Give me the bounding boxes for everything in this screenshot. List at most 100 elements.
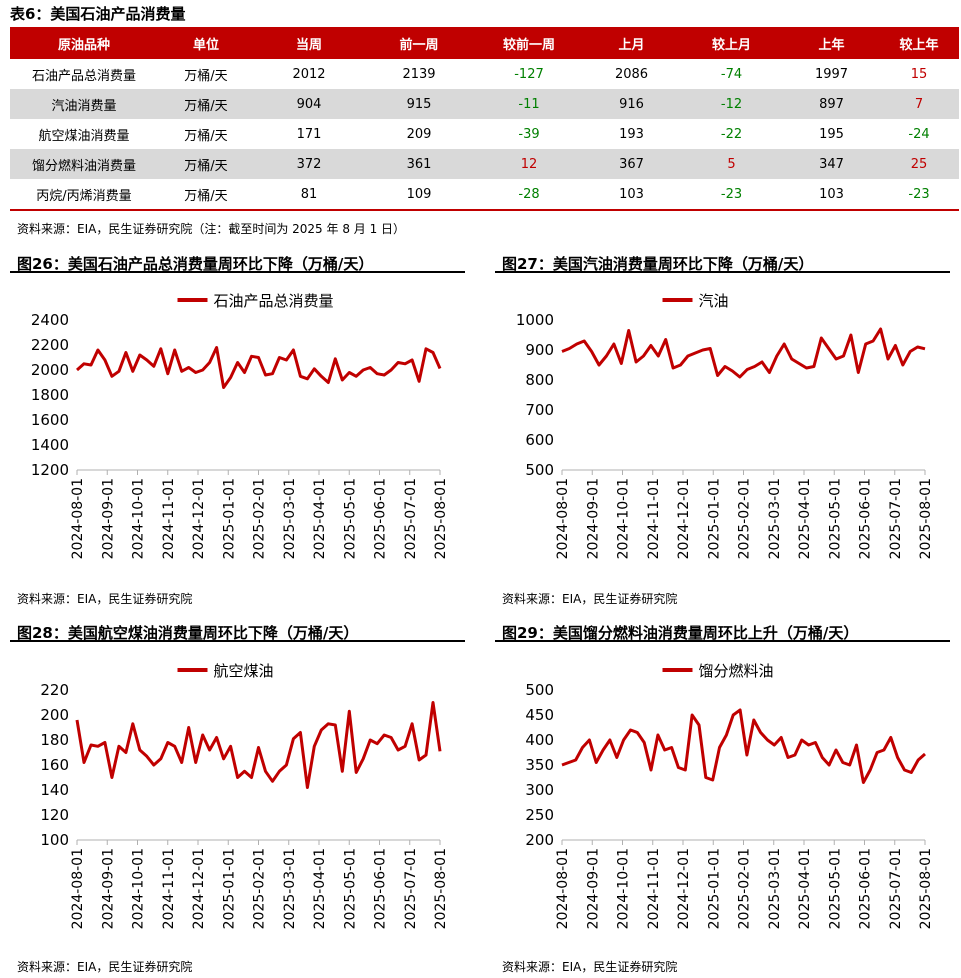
chart-jet-fuel-consumption: 航空煤油 100 120 140 160 180 200 220 2024-08-01 2024-… xyxy=(40,662,449,929)
table-source: 资料来源：EIA，民生证券研究院（注：截至时间为 2025 年 8 月 1 日） xyxy=(17,222,406,236)
x-tick-label: 2025-06-01 xyxy=(858,848,874,929)
chart-title-jet-fuel: 图28：美国航空煤油消费量周环比下降（万桶/天） xyxy=(17,624,359,642)
table-cell: 193 xyxy=(619,126,644,142)
x-tick-label: 2025-04-01 xyxy=(797,848,813,929)
x-tick-label: 2025-08-01 xyxy=(918,848,934,929)
table-cell: 2086 xyxy=(614,66,649,82)
x-tick-label: 2025-08-01 xyxy=(918,478,934,559)
table-cell: 171 xyxy=(296,126,322,142)
x-tick-label: 2024-10-01 xyxy=(616,478,632,559)
legend-label: 航空煤油 xyxy=(214,662,274,680)
table-cell: -12 xyxy=(679,89,784,119)
table-row: 丙烷/丙烯消费量 万桶/天 81 109 -28 103 -23 103 -23 xyxy=(10,179,959,211)
table-header-cell: 当周 xyxy=(254,27,364,59)
x-tick-label: 2025-03-01 xyxy=(767,478,783,559)
x-tick-label: 2025-01-01 xyxy=(221,848,237,929)
y-tick-label: 500 xyxy=(525,461,554,479)
x-tick-label: 2024-08-01 xyxy=(70,848,86,929)
table-cell: 万桶/天 xyxy=(184,128,228,144)
y-tick-label: 1800 xyxy=(31,386,69,404)
table-cell: -28 xyxy=(474,179,584,211)
x-tick-label: 2025-05-01 xyxy=(342,478,358,559)
x-tick-label: 2024-08-01 xyxy=(70,478,86,559)
table-cell: 7 xyxy=(879,89,959,119)
y-tick-label: 200 xyxy=(525,831,554,849)
table-cell: 12 xyxy=(474,149,584,179)
y-tick-label: 2400 xyxy=(31,311,69,329)
y-tick-label: 2200 xyxy=(31,336,69,354)
table-cell: 915 xyxy=(364,89,474,119)
chart-title-gasoline: 图27：美国汽油消费量周环比下降（万桶/天） xyxy=(502,255,814,273)
x-tick-label: 2024-09-01 xyxy=(585,848,601,929)
x-tick-label: 2024-08-01 xyxy=(555,478,571,559)
y-tick-label: 160 xyxy=(40,756,69,774)
table-row: 汽油消费量 万桶/天 904 915 -11 916 -12 897 7 xyxy=(10,89,959,119)
x-tick-label: 2024-10-01 xyxy=(131,478,147,559)
y-tick-label: 100 xyxy=(40,831,69,849)
x-tick-label: 2025-06-01 xyxy=(373,478,389,559)
table-cell: 15 xyxy=(910,66,928,82)
chart-gasoline-consumption: 汽油 500 600 700 800 900 1000 2024-08-01 2024-09-0… xyxy=(516,292,934,559)
table-cell: 航空煤油消费量 xyxy=(38,128,130,144)
chart-title-rule xyxy=(495,640,950,642)
y-tick-label: 300 xyxy=(525,781,554,799)
table-cell: 367 xyxy=(584,149,679,179)
y-tick-label: 700 xyxy=(525,401,554,419)
y-tick-label: 120 xyxy=(40,806,69,824)
chart-source-distillate: 资料来源：EIA，民生证券研究院 xyxy=(502,960,678,974)
consumption-table: 原油品种 单位 当周 前一周 较前一周 上月 较上月 上年 较上年 石油产品总消费量 万桶/天 20… xyxy=(10,27,959,211)
table-cell: 1997 xyxy=(814,66,849,82)
table-header-cell: 前一周 xyxy=(364,27,474,59)
x-tick-label: 2025-04-01 xyxy=(312,478,328,559)
chart-title-rule xyxy=(10,271,465,273)
table-header-row: 原油品种 单位 当周 前一周 较前一周 上月 较上月 上年 较上年 xyxy=(10,27,959,59)
x-tick-label: 2025-04-01 xyxy=(797,478,813,559)
table-row: 航空煤油消费量 万桶/天 171 209 -39 193 -22 195 -24 xyxy=(10,119,959,149)
chart-title-distillate: 图29：美国馏分燃料油消费量周环比上升（万桶/天） xyxy=(502,624,859,642)
table-cell: 5 xyxy=(679,149,784,179)
x-tick-label: 2025-07-01 xyxy=(403,848,419,929)
table-cell: 103 xyxy=(784,179,879,211)
x-tick-label: 2024-09-01 xyxy=(100,478,116,559)
y-tick-label: 1200 xyxy=(31,461,69,479)
x-tick-label: 2024-11-01 xyxy=(646,848,662,929)
x-tick-label: 2025-02-01 xyxy=(737,848,753,929)
x-tick-label: 2025-01-01 xyxy=(706,478,722,559)
x-tick-label: 2024-12-01 xyxy=(191,478,207,559)
y-tick-label: 900 xyxy=(525,341,554,359)
table-cell: -11 xyxy=(474,89,584,119)
x-tick-label: 2024-08-01 xyxy=(555,848,571,929)
series-line xyxy=(561,327,926,379)
x-tick-label: 2025-01-01 xyxy=(221,478,237,559)
table-cell: 2012 xyxy=(292,66,326,82)
y-tick-label: 140 xyxy=(40,781,69,799)
x-tick-label: 2024-10-01 xyxy=(131,848,147,929)
table-cell: 2139 xyxy=(402,66,436,82)
table-cell: 209 xyxy=(406,126,432,142)
table-cell: 馏分燃料油消费量 xyxy=(10,149,158,179)
x-tick-label: 2024-09-01 xyxy=(585,478,601,559)
table-cell: 25 xyxy=(879,149,959,179)
table-cell: 汽油消费量 xyxy=(10,89,158,119)
table-cell: -23 xyxy=(879,179,959,211)
x-tick-label: 2024-12-01 xyxy=(676,848,692,929)
table-cell: 195 xyxy=(819,126,844,142)
chart-title-total: 图26：美国石油产品总消费量周环比下降（万桶/天） xyxy=(17,255,374,273)
table-cell: 372 xyxy=(254,149,364,179)
series-line xyxy=(561,708,926,784)
table-title: 表6：美国石油产品消费量 xyxy=(10,5,186,23)
table-header-cell: 单位 xyxy=(158,27,254,59)
table-cell: 万桶/天 xyxy=(158,179,254,211)
y-tick-label: 350 xyxy=(525,756,554,774)
table-header-cell: 较上月 xyxy=(679,27,784,59)
table-cell: 万桶/天 xyxy=(184,68,228,84)
x-tick-label: 2024-11-01 xyxy=(646,478,662,559)
x-tick-label: 2025-05-01 xyxy=(827,848,843,929)
x-tick-label: 2024-09-01 xyxy=(100,848,116,929)
table-header-cell: 上年 xyxy=(784,27,879,59)
table-cell: -74 xyxy=(720,66,743,82)
table-cell: -39 xyxy=(518,126,540,142)
series-line xyxy=(76,346,442,389)
table-header-cell: 原油品种 xyxy=(10,27,158,59)
legend-label: 馏分燃料油 xyxy=(699,662,774,680)
